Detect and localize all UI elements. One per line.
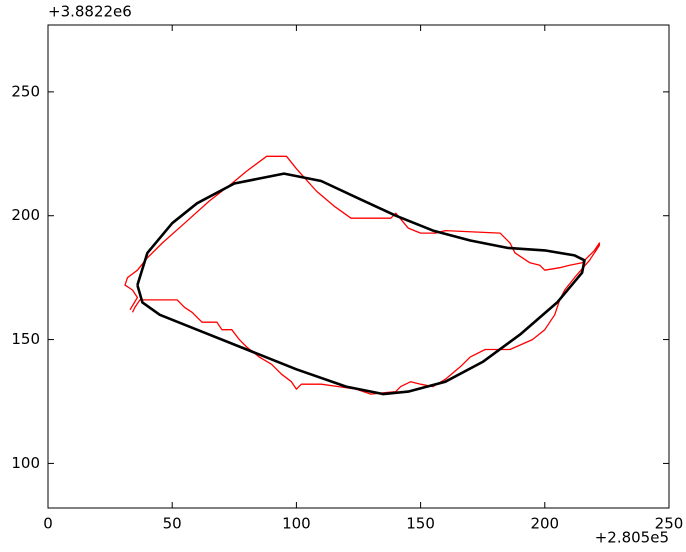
x-tick-label: 200 — [530, 515, 559, 533]
y-tick-label: 100 — [11, 454, 40, 472]
y-tick-label: 150 — [11, 330, 40, 348]
y-offset-label: +3.8822e6 — [48, 3, 132, 21]
x-tick-label: 0 — [43, 515, 53, 533]
y-tick-label: 250 — [11, 82, 40, 100]
x-tick-label: 250 — [655, 515, 684, 533]
data-line — [136, 172, 586, 396]
plot-frame — [47, 24, 670, 509]
x-offset-label: +2.805e5 — [595, 529, 669, 547]
y-tick-label: 200 — [11, 206, 40, 224]
x-tick-label: 50 — [163, 515, 182, 533]
x-tick-label: 100 — [282, 515, 311, 533]
x-tick-label: 150 — [406, 515, 435, 533]
